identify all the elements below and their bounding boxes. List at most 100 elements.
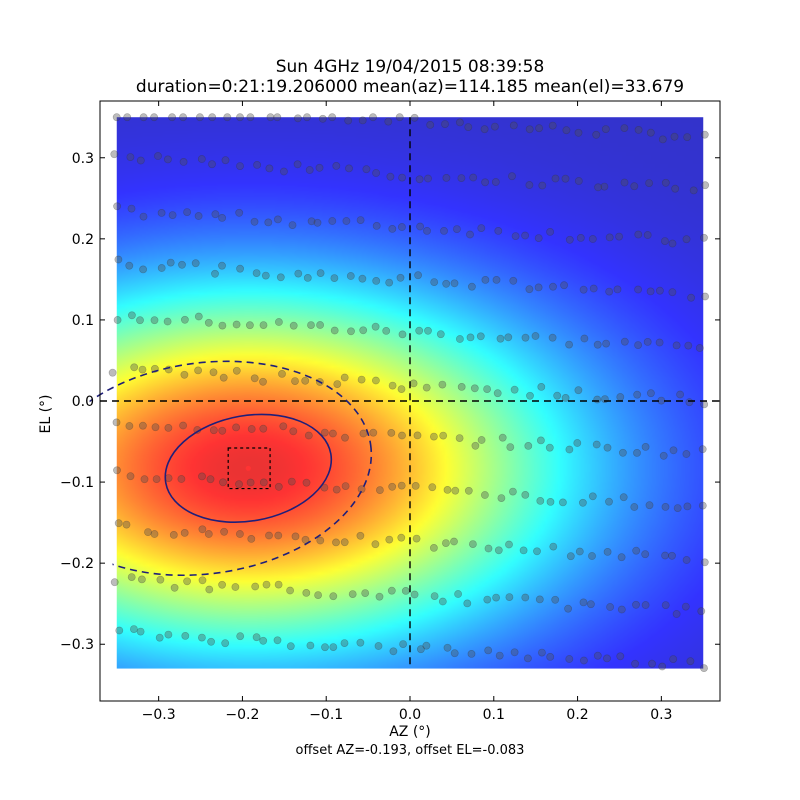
scan-sample-point [194,212,203,220]
scan-sample-point [593,395,602,404]
scan-sample-point [150,113,158,122]
scan-sample-point [594,183,602,192]
scan-sample-point [455,118,464,127]
scan-sample-point [619,448,627,457]
scan-sample-point [509,121,518,130]
scan-sample-point [534,234,543,242]
x-tick-label: −0.2 [225,707,259,723]
scan-sample-point [112,113,121,122]
scan-sample-point [438,380,447,389]
scan-sample-point [574,177,583,185]
scan-sample-point [194,366,202,375]
x-tick-label: −0.3 [142,707,176,723]
scan-sample-point [328,429,337,438]
scan-sample-point [371,540,380,549]
scan-sample-point [681,602,690,611]
scan-sample-point [525,181,534,189]
x-tick-label: 0.0 [399,707,421,723]
scan-sample-point [138,421,147,430]
scan-sample-point [673,504,682,512]
scan-sample-point [333,380,342,388]
scan-sample-point [348,590,357,598]
x-axis-label: AZ (°) [389,724,431,740]
scan-sample-point [605,233,614,242]
scan-sample-point [509,276,518,285]
scan-sample-point [521,231,529,240]
scan-sample-point [259,377,267,386]
scan-sample-point [494,226,503,235]
scan-sample-point [398,330,407,339]
scan-sample-point [138,365,147,374]
scan-sample-point [329,592,338,601]
scan-sample-point [480,125,489,134]
scan-sample-point [686,657,695,666]
scan-sample-point [658,662,667,671]
scan-sample-point [127,573,136,581]
scan-sample-point [252,269,261,277]
scan-sample-point [526,391,534,400]
scan-sample-point [700,233,708,242]
scan-sample-point [588,492,597,501]
scan-sample-point [464,486,473,495]
scan-sample-point [328,113,337,122]
scan-sample-point [235,208,244,217]
scan-sample-point [672,610,681,618]
overlay-layer [49,117,720,669]
scan-sample-point [495,651,504,660]
scan-sample-point [443,485,452,494]
scan-sample-point [361,589,370,597]
scan-sample-point [388,224,397,233]
scan-sample-point [565,340,573,349]
scan-sample-point [218,261,226,270]
y-tick-label: 0.2 [72,232,94,248]
scan-sample-point [566,552,575,561]
scan-sample-point [564,604,572,613]
scan-sample-point [620,124,629,133]
scan-sample-point [682,450,691,458]
scan-sample-point [129,625,138,633]
scan-sample-point [634,125,643,134]
scan-sample-point [536,496,545,505]
scan-sample-point [110,578,119,587]
scan-sample-point [631,659,639,668]
scan-sample-point [259,321,268,329]
scan-sample-point [356,216,365,224]
scan-sample-point [287,477,296,486]
scan-sample-point [605,287,614,296]
scan-sample-point [697,607,706,616]
scan-sample-point [385,535,394,544]
scan-sample-point [565,655,574,663]
scan-sample-point [369,428,378,437]
scan-sample-point [574,386,583,395]
scan-sample-point [630,182,639,191]
scan-sample-point [130,363,139,372]
scan-sample-point [531,332,540,340]
scan-sample-point [265,531,273,540]
scan-sample-point [113,466,121,475]
scan-sample-point [700,664,708,672]
scan-sample-point [163,317,172,326]
scan-sample-point [524,441,533,450]
scan-sample-point [573,439,582,447]
scan-sample-point [451,486,460,495]
scan-sample-point [620,337,629,346]
scan-sample-point [265,164,274,173]
scan-sample-point [178,260,186,269]
scan-sample-point [601,125,610,134]
scan-sample-point [221,156,230,165]
scan-sample-point [183,208,191,216]
scan-sample-point [177,475,186,483]
scan-sample-point [197,633,206,642]
scan-sample-point [470,384,479,393]
scan-sample-point [384,117,393,126]
scan-sample-point [620,178,629,187]
scan-sample-point [181,632,190,640]
scan-sample-point [318,114,327,123]
scan-sample-point [274,318,283,326]
scan-sample-point [127,311,136,320]
scan-sample-point [279,422,288,431]
scan-sample-point [276,273,285,282]
scan-sample-point [429,544,438,552]
scan-sample-point [700,400,709,409]
